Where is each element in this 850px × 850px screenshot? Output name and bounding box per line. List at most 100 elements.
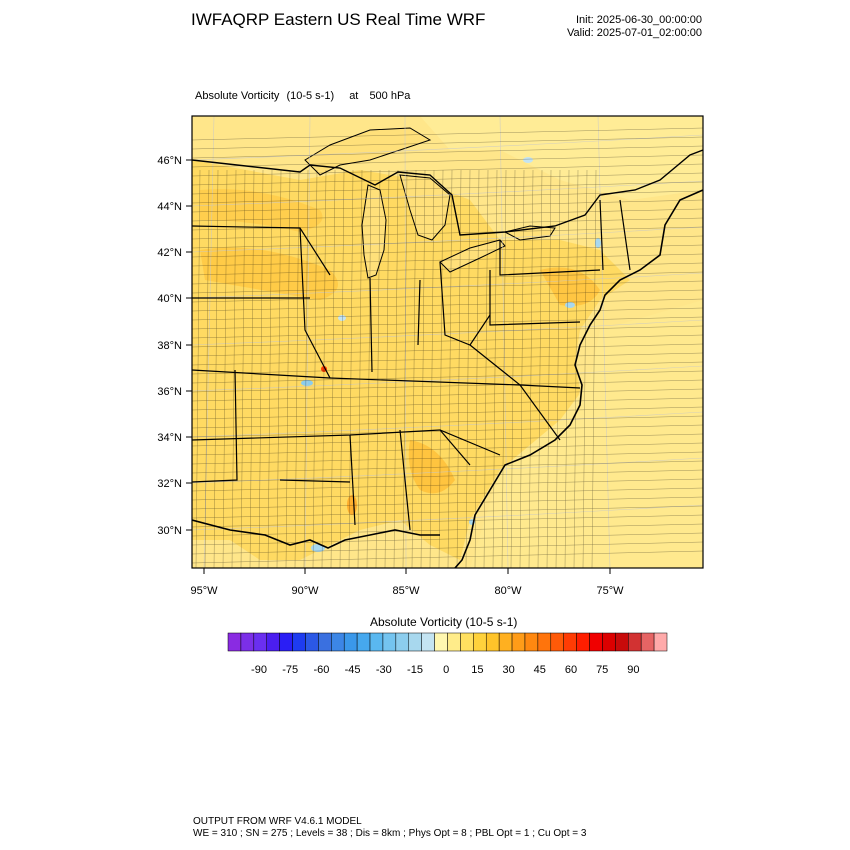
vorticity-spot-blue [338, 315, 346, 321]
field-at: at [349, 90, 359, 102]
lon-tick-label: 95°W [190, 585, 218, 597]
lake-erie [439, 239, 506, 273]
colorbar-tick-label: 45 [534, 664, 546, 676]
colorbar-swatch [408, 632, 422, 652]
model-info-line2: WE = 310 ; SN = 275 ; Levels = 38 ; Dis … [193, 828, 587, 839]
colorbar-swatch [369, 632, 384, 652]
vorticity-orange-band-2 [200, 189, 323, 232]
colorbar-tick-label: 0 [443, 664, 449, 676]
colorbar-swatch [524, 632, 539, 652]
model-info-line1: OUTPUT FROM WRF V4.6.1 MODEL [193, 816, 362, 827]
colorbar: -90 -75 -60 -45 -30 -15 0 15 30 45 60 75 90 [227, 632, 668, 676]
colorbar-swatch [292, 632, 306, 652]
model-info: OUTPUT FROM WRF V4.6.1 MODEL WE = 310 ; … [193, 816, 586, 840]
vorticity-orange-band-4 [540, 267, 600, 306]
colorbar-swatch [589, 632, 603, 652]
colorbar-swatch [537, 632, 552, 652]
valid-time: Valid: 2025-07-01_02:00:00 [567, 27, 702, 39]
coastline [454, 189, 703, 568]
lat-tick-label: 30°N [157, 525, 182, 537]
lat-tick-label: 46°N [157, 155, 182, 167]
colorbar-tick-label: -30 [376, 664, 392, 676]
colorbar-swatch [395, 632, 410, 652]
colorbar-swatch [240, 632, 255, 652]
colorbar-swatch [356, 632, 371, 652]
colorbar-tick-label: -15 [407, 664, 423, 676]
lat-tick-label: 40°N [157, 293, 182, 305]
vorticity-orange-band-3 [408, 440, 455, 494]
colorbar-tick-label: 30 [502, 664, 514, 676]
colorbar-swatch [318, 632, 332, 652]
county-lines [192, 127, 703, 568]
init-time: Init: 2025-06-30_00:00:00 [576, 14, 702, 26]
colorbar-swatch [253, 632, 267, 652]
colorbar-swatch [576, 632, 590, 652]
lat-tick-label: 44°N [157, 201, 182, 213]
vorticity-pale-canada [420, 116, 703, 200]
field-subtitle: Absolute Vorticity (10-5 s-1) at 500 hPa [195, 90, 414, 102]
gulf-coast [192, 519, 440, 549]
field-units: (10-5 s-1) [286, 90, 335, 102]
colorbar-swatch [511, 632, 526, 652]
intl-border [192, 149, 703, 236]
lon-tick-label: 90°W [291, 585, 319, 597]
colorbar-swatch [628, 632, 642, 652]
colorbar-swatch [421, 632, 435, 652]
colorbar-tick-label: 60 [565, 664, 577, 676]
vorticity-spot-blue [565, 302, 575, 308]
colorbar-swatch [447, 632, 461, 652]
colorbar-swatch [279, 632, 293, 652]
colorbar-swatch [640, 632, 655, 652]
colorbar-swatch [653, 632, 668, 652]
lat-axis: 46°N 44°N 42°N 40°N 38°N 36°N 34°N 32°N 30°N [157, 155, 192, 537]
colorbar-swatch [498, 632, 513, 652]
lat-tick-label: 38°N [157, 340, 182, 352]
run-times: Init: 2025-06-30_00:00:00 Valid: 2025-07… [567, 14, 702, 40]
colorbar-swatch [615, 632, 629, 652]
lake-ontario [503, 225, 556, 241]
colorbar-swatch [485, 632, 500, 652]
colorbar-tick-label: -90 [251, 664, 267, 676]
colorbar-tick-label: 90 [627, 664, 639, 676]
colorbar-tick-label: -60 [313, 664, 329, 676]
vorticity-spot-blue [311, 544, 325, 552]
state-borders [192, 199, 631, 531]
lat-tick-label: 42°N [157, 247, 182, 259]
map-frame [191, 115, 704, 569]
vorticity-orange-band-1 [200, 247, 338, 300]
colorbar-swatch [473, 632, 487, 652]
lat-tick-label: 32°N [157, 478, 182, 490]
colorbar-swatch [550, 632, 564, 652]
lake-huron [399, 174, 451, 241]
map-panel [192, 116, 703, 568]
field-level: 500 hPa [369, 90, 411, 102]
colorbar-tick-label: -45 [345, 664, 361, 676]
colorbar-tick-label: -75 [282, 664, 298, 676]
lon-tick-label: 75°W [596, 585, 624, 597]
colorbar-swatch [331, 632, 345, 652]
lat-tick-label: 36°N [157, 386, 182, 398]
vorticity-spot-blue [595, 238, 601, 248]
colorbar-tick-label: 15 [471, 664, 483, 676]
lon-tick-label: 85°W [392, 585, 420, 597]
page-title: IWFAQRP Eastern US Real Time WRF [191, 10, 486, 29]
lon-axis: 95°W 90°W 85°W 80°W 75°W [190, 568, 624, 597]
colorbar-swatch [434, 632, 448, 652]
field-name: Absolute Vorticity [195, 90, 280, 102]
lat-tick-label: 34°N [157, 432, 182, 444]
colorbar-swatch [382, 632, 397, 652]
colorbar-swatch [460, 632, 474, 652]
colorbar-swatch [343, 632, 358, 652]
colorbar-title: Absolute Vorticity (10-5 s-1) [370, 615, 518, 629]
colorbar-swatch [602, 632, 616, 652]
graticule [192, 116, 703, 568]
lon-tick-label: 80°W [494, 585, 522, 597]
lake-superior [304, 127, 432, 176]
colorbar-swatch [563, 632, 577, 652]
colorbar-swatch [305, 632, 319, 652]
colorbar-swatch [227, 632, 242, 652]
colorbar-tick-label: 75 [596, 664, 608, 676]
vorticity-spot-blue [523, 157, 533, 163]
colorbar-swatch [266, 632, 280, 652]
